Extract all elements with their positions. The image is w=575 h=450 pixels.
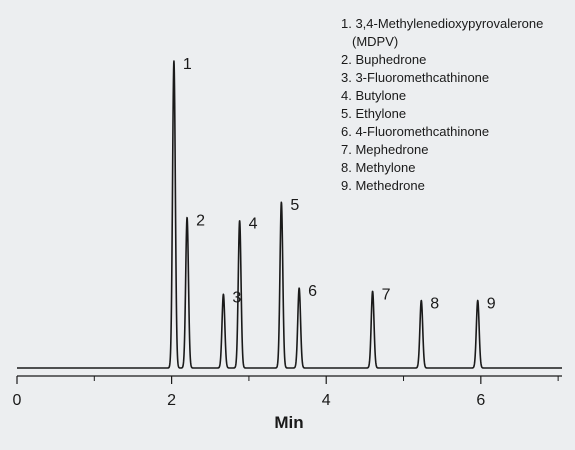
peak-label-6: 6 bbox=[308, 283, 317, 300]
chromatogram-trace bbox=[16, 60, 563, 369]
legend-item-number: 1. bbox=[341, 16, 352, 31]
legend-item-number: 3. bbox=[341, 70, 352, 85]
legend-item-1: 1. 3,4-Methylenedioxypyrovalerone bbox=[341, 15, 543, 33]
legend-item-number: 5. bbox=[341, 106, 352, 121]
peak-label-9: 9 bbox=[487, 295, 496, 312]
legend-item-continuation: (MDPV) bbox=[352, 34, 399, 49]
legend-item-8: 8. Methylone bbox=[341, 159, 543, 177]
legend-item-6: 6. 4-Fluoromethcathinone bbox=[341, 123, 543, 141]
peak-label-4: 4 bbox=[249, 216, 258, 233]
peak-label-3: 3 bbox=[232, 289, 241, 306]
legend-item-name: 4-Fluoromethcathinone bbox=[351, 124, 490, 139]
legend-item-number: 8. bbox=[341, 160, 352, 175]
legend-item-name: Ethylone bbox=[351, 106, 407, 121]
legend-item-number: 2. bbox=[341, 52, 352, 67]
legend-item-name: Butylone bbox=[351, 88, 407, 103]
legend-item-3: 3. 3-Fluoromethcathinone bbox=[341, 69, 543, 87]
legend-item-number: 7. bbox=[341, 142, 352, 157]
legend-item-name: Buphedrone bbox=[351, 52, 427, 67]
legend-item-name: Methedrone bbox=[351, 178, 425, 193]
legend-item-number: 4. bbox=[341, 88, 352, 103]
legend-item-4: 4. Butylone bbox=[341, 87, 543, 105]
legend-item-5: 5. Ethylone bbox=[341, 105, 543, 123]
peak-labels: 1 2 3 4 5 6 7 8 9 bbox=[183, 56, 496, 312]
peak-label-1: 1 bbox=[183, 56, 192, 73]
chromatogram-trace-group bbox=[16, 60, 563, 369]
legend-item-name: Methylone bbox=[351, 160, 416, 175]
x-axis: 0 2 4 6 bbox=[13, 375, 562, 409]
legend-item-number: 6. bbox=[341, 124, 352, 139]
peak-label-7: 7 bbox=[382, 286, 391, 303]
x-tick-label: 4 bbox=[322, 392, 331, 409]
peak-label-5: 5 bbox=[290, 197, 299, 214]
x-tick-label: 0 bbox=[13, 392, 22, 409]
x-tick-label: 6 bbox=[476, 392, 485, 409]
x-axis-label: Min bbox=[274, 413, 303, 432]
legend-item-name: Mephedrone bbox=[351, 142, 429, 157]
legend-item-number: 9. bbox=[341, 178, 352, 193]
legend-item-name: 3,4-Methylenedioxypyrovalerone bbox=[351, 16, 544, 31]
peak-label-8: 8 bbox=[430, 295, 439, 312]
x-tick-label: 2 bbox=[167, 392, 176, 409]
legend-item-9: 9. Methedrone bbox=[341, 177, 543, 195]
legend-item-2: 2. Buphedrone bbox=[341, 51, 543, 69]
legend-item-7: 7. Mephedrone bbox=[341, 141, 543, 159]
peak-label-2: 2 bbox=[196, 213, 205, 230]
legend-item-name: 3-Fluoromethcathinone bbox=[351, 70, 490, 85]
legend: 1. 3,4-Methylenedioxypyrovalerone (MDPV) 2… bbox=[341, 15, 543, 195]
